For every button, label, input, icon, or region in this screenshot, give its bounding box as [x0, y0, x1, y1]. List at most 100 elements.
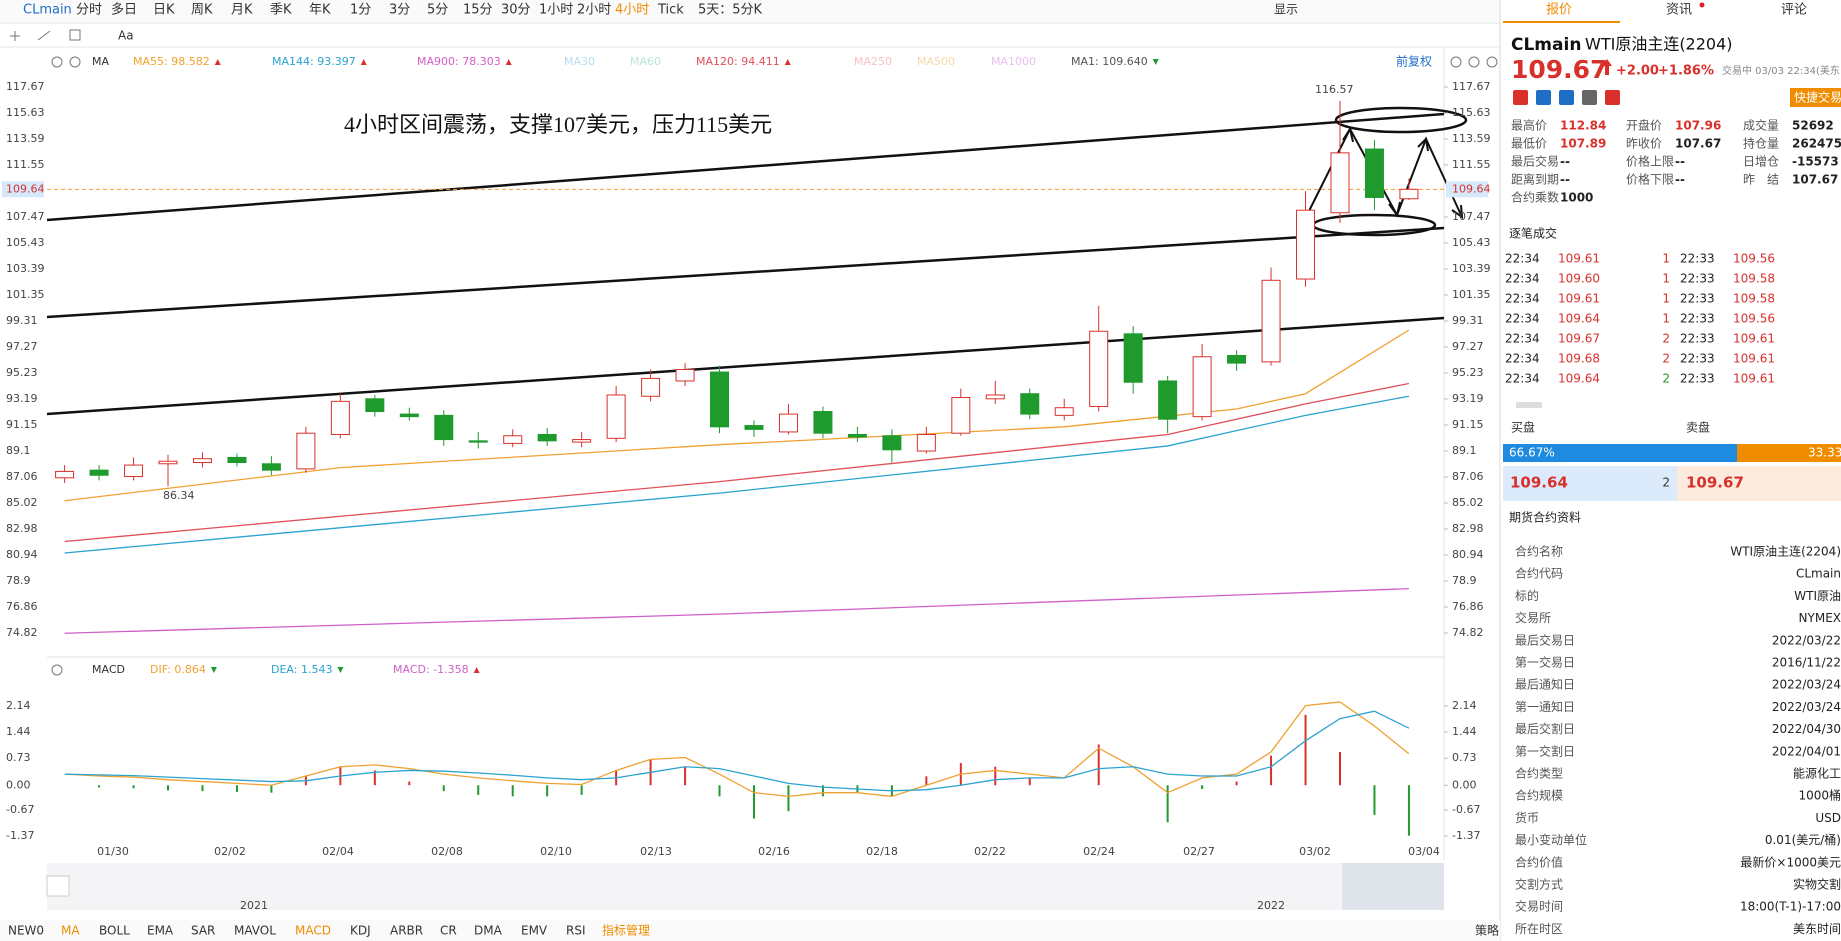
period-tab[interactable]: 5天：5分K [698, 3, 763, 18]
period-tab[interactable]: 多日 [111, 2, 137, 18]
bid-price: 109.64 [1510, 474, 1568, 492]
trade-cell: 2 [1662, 372, 1670, 386]
legend-item[interactable]: DIF: 0.864 [150, 663, 206, 676]
trade-cell: 22:34 [1505, 252, 1540, 266]
y-tick-label: 111.55 [6, 158, 45, 171]
panel-tab[interactable]: 评论 [1781, 3, 1807, 18]
legend-item[interactable]: DEA: 1.543 [271, 663, 332, 676]
period-tab[interactable]: 15分 [463, 3, 493, 18]
legend-item[interactable]: MA1: 109.640 [1071, 55, 1148, 68]
indicator-tab[interactable]: RSI [566, 924, 586, 938]
panel-tab[interactable]: 资讯 [1666, 3, 1692, 18]
period-tab[interactable]: 4小时 [615, 3, 649, 18]
period-tab[interactable]: 周K [191, 3, 213, 18]
bid-box [1503, 466, 1677, 501]
display-menu[interactable]: 显示 [1274, 3, 1298, 17]
indicator-name[interactable]: MA [92, 55, 109, 68]
symbol[interactable]: CLmain [23, 3, 72, 18]
indicator-tab[interactable]: SAR [191, 924, 215, 938]
x-tick-label: 02/16 [758, 845, 790, 858]
period-tab[interactable]: 5分 [427, 3, 448, 18]
symbol-code: CLmain [1511, 35, 1581, 55]
y-tick-label: 115.63 [6, 106, 45, 119]
indicator-tab[interactable]: 指标管理 [602, 923, 650, 938]
trade-cell: 1 [1662, 252, 1670, 266]
indicator-tab[interactable]: ARBR [390, 924, 423, 938]
indicator-tab[interactable]: MAVOL [234, 924, 276, 938]
period-tab[interactable]: 3分 [389, 3, 410, 18]
period-tab[interactable]: 月K [231, 3, 253, 18]
quick-trade-btn[interactable] [1790, 88, 1841, 107]
info-value: 2022/03/22 [1772, 633, 1841, 647]
candle-body [1330, 152, 1350, 214]
period-tab[interactable]: 1小时 [539, 3, 573, 18]
candle-body [1123, 333, 1143, 383]
strategy[interactable]: 策略 [1475, 923, 1499, 938]
y-tick-label: 87.06 [1452, 470, 1484, 483]
panel-tab[interactable]: 报价 [1546, 3, 1572, 18]
info-value: 0.01(美元/桶) [1765, 832, 1841, 847]
unread-dot [1699, 2, 1705, 8]
legend-item[interactable]: MA60 [630, 55, 661, 68]
legend-item[interactable]: MA250 [854, 55, 892, 68]
tab-underline [1503, 21, 1620, 23]
trend-arrow [1152, 59, 1159, 65]
legend-item[interactable]: MA30 [564, 55, 595, 68]
period-tab[interactable]: 日K [153, 3, 175, 18]
trade-cell: 109.56 [1733, 312, 1775, 326]
period-tab[interactable]: 分时 [76, 3, 102, 18]
period-tab[interactable]: 30分 [501, 3, 531, 18]
indicator-tab[interactable]: MA [61, 924, 80, 938]
legend-item[interactable]: MA55: 98.582 [133, 55, 210, 68]
indicator-tab[interactable]: EMA [147, 924, 174, 938]
ask-label: 卖盘 [1686, 420, 1710, 435]
x-tick-label: 02/04 [322, 845, 354, 858]
trade-cell: 22:34 [1505, 312, 1540, 326]
y-tick-label: 0.00 [1452, 778, 1477, 791]
legend-item[interactable]: MA120: 94.411 [696, 55, 780, 68]
y-tick-label: 111.55 [1452, 158, 1491, 171]
text-tool[interactable]: Aa [118, 29, 134, 43]
low-label: 86.34 [163, 489, 195, 502]
period-tab[interactable]: Tick [657, 3, 684, 18]
ask-box [1677, 466, 1841, 501]
candle-body [124, 464, 144, 478]
candle-body [572, 439, 592, 443]
period-tab[interactable]: 年K [309, 3, 331, 18]
stat-value: -- [1560, 173, 1570, 187]
legend-item[interactable]: MA144: 93.397 [272, 55, 356, 68]
indicator-tab[interactable]: NEW0 [8, 924, 44, 938]
ask-bar [1737, 444, 1841, 462]
indicator-tab[interactable]: DMA [474, 924, 503, 938]
candle-body [985, 394, 1005, 400]
candle-body [813, 411, 833, 434]
navigator-window[interactable] [1342, 863, 1444, 910]
x-tick-label: 02/13 [640, 845, 672, 858]
y-tick-label: 103.39 [1452, 262, 1491, 275]
legend-item[interactable]: MACD: -1.358 [393, 663, 469, 676]
legend-item[interactable]: MA1000 [991, 55, 1036, 68]
navigator[interactable] [47, 863, 1444, 910]
indicator-tab[interactable]: MACD [295, 924, 331, 938]
y-tick-label: 95.23 [6, 366, 38, 379]
stat-value: -- [1560, 155, 1570, 169]
period-tab[interactable]: 季K [270, 3, 292, 18]
indicator-tab[interactable]: EMV [521, 924, 548, 938]
y-tick-label: 76.86 [1452, 600, 1484, 613]
navigator-handle[interactable] [46, 875, 70, 897]
period-tab[interactable]: 1分 [350, 3, 371, 18]
legend-item[interactable]: MA500 [917, 55, 955, 68]
legend-item[interactable]: MA900: 78.303 [417, 55, 501, 68]
stat-value: 107.89 [1560, 137, 1606, 151]
quick-trade[interactable]: 快捷交易 [1794, 90, 1841, 105]
indicator-tab[interactable]: KDJ [350, 924, 371, 938]
adjust-mode[interactable]: 前复权 [1396, 54, 1432, 69]
indicator-name[interactable]: MACD [92, 663, 125, 676]
y-tick-label: 1.44 [6, 725, 31, 738]
candle-body [503, 435, 523, 444]
indicator-tab[interactable]: BOLL [99, 924, 130, 938]
period-tab[interactable]: 2小时 [577, 3, 611, 18]
indicator-tab[interactable]: CR [440, 924, 457, 938]
stat-label: 最后交易 [1511, 154, 1559, 169]
